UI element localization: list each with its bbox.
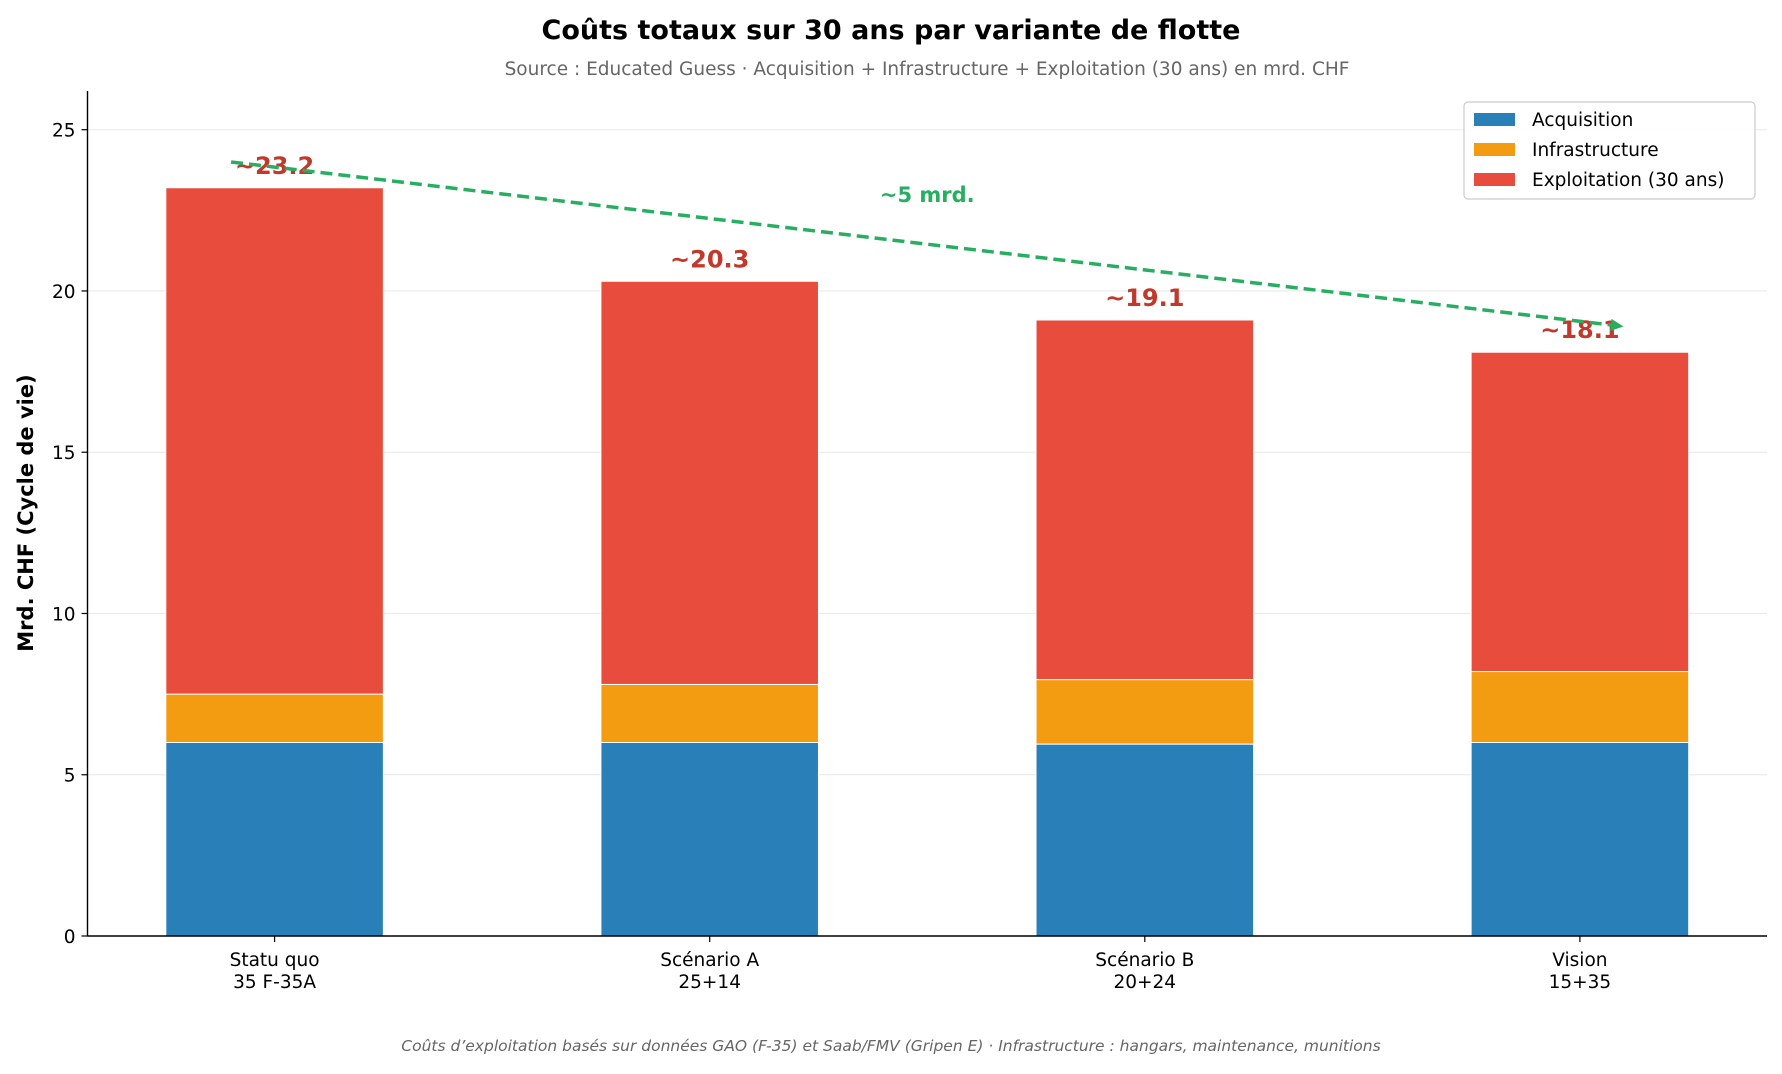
total-value-label: ~19.1 [1105, 284, 1184, 312]
y-tick-label: 10 [52, 604, 76, 625]
trend-arrow: ~5 mrd. [230, 160, 1624, 332]
y-tick-label: 20 [52, 282, 76, 303]
legend-swatch [1474, 113, 1515, 126]
bar-segment-acquisition [1470, 741, 1690, 937]
value-labels: ~23.2~20.3~19.1~18.1 [235, 152, 1620, 344]
x-tick-label: Scénario A [660, 950, 759, 971]
bar-segment-acquisition [600, 741, 819, 937]
arrow-head-icon [1610, 318, 1624, 332]
legend-swatch [1474, 143, 1515, 156]
y-axis-label: Mrd. CHF (Cycle de vie) [14, 374, 38, 651]
legend-box [1463, 101, 1756, 200]
chart-title: Coûts totaux sur 30 ans par variante de … [542, 15, 1241, 46]
y-tick-label: 15 [52, 443, 76, 464]
legend-swatch [1474, 173, 1515, 186]
chart-subtitle: Source : Educated Guess · Acquisition + … [505, 59, 1350, 80]
legend: Acquisition Infrastructure Exploitation (3… [1463, 101, 1756, 200]
x-tick-label: Vision [1552, 950, 1607, 971]
legend-label: Acquisition [1532, 110, 1633, 131]
x-tick-label: 25+14 [678, 972, 741, 993]
x-tick-label: Scénario B [1095, 950, 1194, 971]
y-tick-label: 25 [52, 121, 76, 142]
legend-label: Exploitation (30 ans) [1532, 170, 1724, 191]
bar-segment-infrastructure [165, 693, 384, 743]
bar-segment-exploitation [1035, 319, 1255, 681]
bar-segment-exploitation [1470, 351, 1690, 673]
bars [165, 187, 1690, 937]
bar-segment-infrastructure [1470, 671, 1690, 743]
bar-segment-exploitation [600, 280, 819, 685]
legend-label: Infrastructure [1532, 140, 1659, 161]
x-tick-label: 15+35 [1549, 972, 1612, 993]
savings-annotation: ~5 mrd. [880, 183, 975, 207]
y-tick-label: 0 [64, 927, 76, 948]
bar-segment-infrastructure [600, 683, 819, 743]
x-tick-label: 35 F-35A [233, 972, 316, 993]
bar-segment-exploitation [165, 187, 384, 695]
bar-segment-acquisition [165, 741, 384, 937]
x-tick-label: 20+24 [1114, 972, 1177, 993]
total-value-label: ~20.3 [670, 245, 749, 273]
x-tick-label: Statu quo [230, 950, 320, 971]
chart-footer-note: Coûts d’exploitation basés sur données G… [401, 1037, 1380, 1055]
y-tick-label: 5 [64, 766, 76, 787]
bar-segment-infrastructure [1035, 679, 1255, 745]
bar-segment-acquisition [1035, 743, 1255, 937]
